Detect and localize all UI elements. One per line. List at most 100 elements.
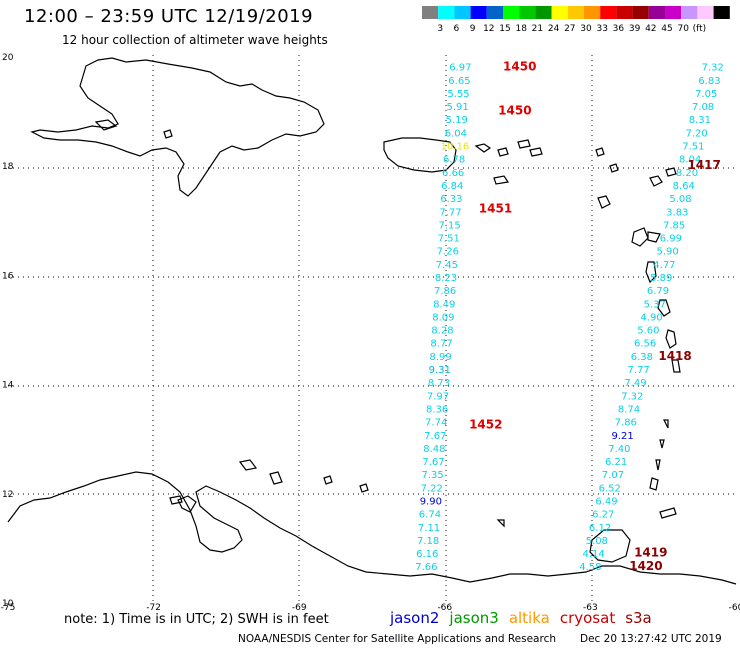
virgin-islands bbox=[474, 139, 543, 157]
wave-height-value: 7.07 bbox=[602, 470, 624, 481]
wave-height-value: 7.26 bbox=[437, 247, 459, 258]
map-title: 12:00 – 23:59 UTC 12/19/2019 bbox=[24, 6, 314, 27]
wave-height-value: 8.73 bbox=[428, 378, 450, 389]
colorbar-swatch bbox=[486, 6, 503, 19]
colorbar-label: 70 bbox=[677, 24, 689, 33]
hispaniola-outline bbox=[30, 57, 325, 197]
pass-number: 1419 bbox=[634, 546, 667, 560]
legend-entry-s3a: s3a bbox=[625, 609, 652, 627]
wave-height-value: 7.86 bbox=[615, 418, 637, 429]
wave-height-value: 8.09 bbox=[432, 312, 454, 323]
wave-height-value: 6.12 bbox=[589, 523, 611, 534]
credit-line: NOAA/NESDIS Center for Satellite Applica… bbox=[238, 633, 556, 645]
antigua bbox=[649, 167, 677, 187]
st-croix bbox=[493, 175, 510, 185]
wave-height-value: 8.99 bbox=[430, 352, 452, 363]
colorbar-label: 6 bbox=[454, 24, 460, 33]
bonaire bbox=[269, 471, 283, 485]
wave-height-value: 5.90 bbox=[657, 247, 679, 258]
paraguana bbox=[177, 495, 197, 513]
wave-height-value: 6.16 bbox=[416, 549, 438, 560]
colorbar-label: (ft) bbox=[693, 24, 707, 33]
colorbar-swatch bbox=[422, 6, 439, 19]
wave-height-value: 5.37 bbox=[644, 299, 666, 310]
wave-height-labels: 6.97 6.65 5.55 5.91 5.19 6.04 10.16 6.78 6.66 6.8… bbox=[415, 63, 724, 574]
wave-height-value: 8.20 bbox=[676, 168, 698, 179]
colorbar-label: 30 bbox=[580, 24, 592, 33]
colorbar-label: 24 bbox=[548, 24, 560, 33]
wave-height-value: 4.77 bbox=[653, 260, 675, 271]
wave-height-value: 7.11 bbox=[418, 523, 440, 534]
wave-height-value: 8.23 bbox=[435, 273, 457, 284]
small-island-west bbox=[163, 129, 173, 139]
colorbar-label: 15 bbox=[499, 24, 510, 33]
lon-tick-label: -66 bbox=[437, 603, 452, 610]
wave-height-value: 5.60 bbox=[637, 326, 659, 337]
trinidad bbox=[589, 529, 631, 563]
generated-timestamp: Dec 20 13:27:42 UTC 2019 bbox=[580, 633, 722, 645]
wave-height-value: 7.85 bbox=[663, 220, 685, 231]
wave-height-value: 6.27 bbox=[592, 510, 614, 521]
wave-height-value: 7.67 bbox=[424, 431, 446, 442]
puerto-rico-outline bbox=[383, 137, 457, 173]
wave-height-value: 6.79 bbox=[647, 286, 669, 297]
colorbar-label: 18 bbox=[515, 24, 527, 33]
grenadines bbox=[649, 419, 669, 491]
pass-number: 1417 bbox=[687, 158, 720, 172]
colorbar-swatch bbox=[503, 6, 520, 19]
pass-number: 1450 bbox=[498, 103, 531, 117]
pass-number: 1452 bbox=[469, 417, 502, 431]
pass-number: 1420 bbox=[629, 559, 662, 573]
curacao bbox=[238, 459, 258, 471]
wave-height-value: 9.90 bbox=[420, 497, 442, 508]
wave-height-value: 7.51 bbox=[682, 142, 704, 153]
wave-height-value: 7.32 bbox=[621, 391, 643, 402]
grid-lines bbox=[8, 55, 736, 602]
lat-tick-label: 10 bbox=[2, 599, 14, 609]
wave-height-value: 3.83 bbox=[666, 207, 688, 218]
wave-height-value: 6.66 bbox=[442, 168, 464, 179]
colorbar-swatch bbox=[567, 6, 584, 19]
wave-height-value: 4.58 bbox=[579, 562, 601, 573]
wave-height-value: 5.08 bbox=[586, 536, 608, 547]
colorbar-swatch bbox=[470, 6, 487, 19]
map-subtitle: 12 hour collection of altimeter wave hei… bbox=[62, 33, 328, 47]
colorbar-label: 3 bbox=[437, 24, 443, 33]
colorbar-swatch bbox=[551, 6, 568, 19]
st-lucia bbox=[665, 329, 677, 349]
colorbar-label: 9 bbox=[470, 24, 476, 33]
tobago bbox=[659, 507, 677, 519]
colorbar-swatch bbox=[632, 6, 649, 19]
wave-height-value: 9.31 bbox=[429, 365, 451, 376]
wave-height-value: 7.22 bbox=[421, 483, 443, 494]
wave-height-value: 7.45 bbox=[436, 260, 458, 271]
wave-height-value: 6.38 bbox=[631, 352, 653, 363]
lat-tick-label: 20 bbox=[2, 53, 14, 63]
colorbar-swatch bbox=[648, 6, 665, 19]
colorbar-label: 36 bbox=[613, 24, 625, 33]
wave-height-value: 5.89 bbox=[650, 273, 672, 284]
wave-height-value: 6.97 bbox=[449, 63, 471, 74]
wave-height-value: 7.40 bbox=[608, 444, 630, 455]
legend-entry-cryosat: cryosat bbox=[559, 609, 616, 627]
wave-height-value: 5.19 bbox=[446, 115, 468, 126]
wave-height-value: 4.90 bbox=[640, 312, 662, 323]
wave-height-value: 6.83 bbox=[698, 76, 720, 87]
wave-height-value: 5.08 bbox=[669, 194, 691, 205]
colorbar-swatch bbox=[519, 6, 536, 19]
colorbar-swatch bbox=[584, 6, 601, 19]
lat-tick-label: 16 bbox=[2, 271, 14, 281]
map-note: note: 1) Time is in UTC; 2) SWH is in fe… bbox=[64, 612, 329, 627]
lon-tick-label: -72 bbox=[146, 603, 161, 610]
lat-tick-label: 14 bbox=[2, 381, 14, 391]
lon-tick-label: -60 bbox=[729, 603, 740, 610]
wave-height-value: 4.14 bbox=[582, 549, 604, 560]
wave-height-value: 7.66 bbox=[415, 562, 437, 573]
colorbar-label: 42 bbox=[645, 24, 656, 33]
pass-number: 1450 bbox=[503, 60, 536, 74]
lon-tick-label: -63 bbox=[583, 603, 598, 610]
legend-entry-jason2: jason2 bbox=[390, 609, 440, 627]
colorbar-label: 27 bbox=[564, 24, 575, 33]
wave-height-value: 8.36 bbox=[426, 404, 448, 415]
